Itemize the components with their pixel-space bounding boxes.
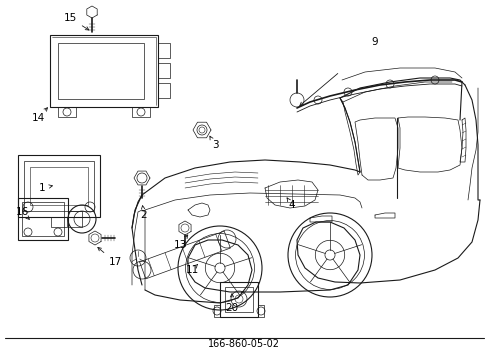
Bar xyxy=(24,161,94,211)
Text: 11: 11 xyxy=(185,265,198,275)
Text: 14: 14 xyxy=(31,113,44,123)
Bar xyxy=(50,35,158,107)
Bar xyxy=(258,305,264,317)
Circle shape xyxy=(325,250,334,260)
Bar xyxy=(30,167,88,205)
Bar xyxy=(220,282,258,317)
Text: 16: 16 xyxy=(15,207,29,217)
Bar xyxy=(58,43,143,99)
Text: 17: 17 xyxy=(108,257,122,267)
Bar xyxy=(214,305,220,317)
Text: 1: 1 xyxy=(39,183,45,193)
Bar xyxy=(18,155,100,217)
Text: 20: 20 xyxy=(225,303,238,313)
Bar xyxy=(224,287,252,312)
Bar xyxy=(58,107,76,117)
Text: 4: 4 xyxy=(288,200,295,210)
Bar xyxy=(158,83,170,98)
Text: 2: 2 xyxy=(141,210,147,220)
Text: 3: 3 xyxy=(211,140,218,150)
Bar xyxy=(68,211,82,227)
Text: 9: 9 xyxy=(371,37,378,47)
Bar xyxy=(22,202,64,236)
Bar xyxy=(51,217,67,227)
Text: 15: 15 xyxy=(63,13,77,23)
Circle shape xyxy=(215,263,224,273)
Text: 13: 13 xyxy=(173,240,186,250)
Bar xyxy=(158,43,170,58)
Bar xyxy=(132,107,150,117)
Bar xyxy=(158,63,170,78)
Bar xyxy=(18,198,68,240)
Text: 166-860-05-02: 166-860-05-02 xyxy=(207,339,280,349)
